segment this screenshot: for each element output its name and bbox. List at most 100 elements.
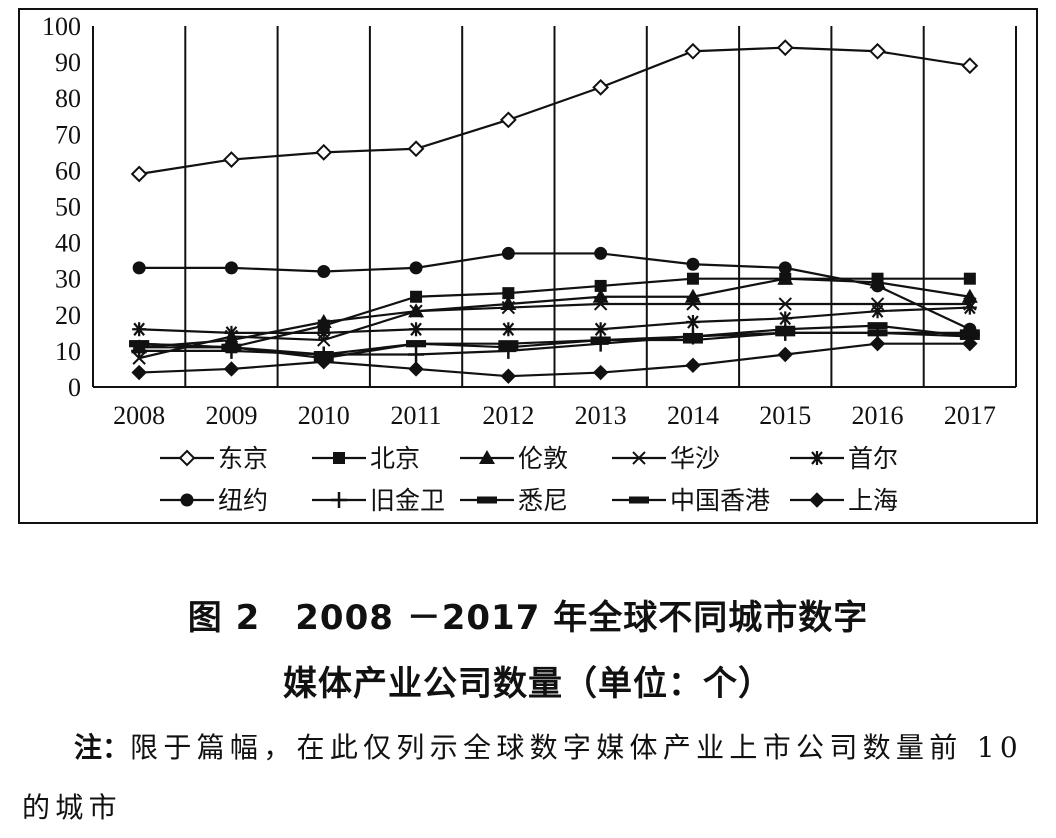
data-point [684, 42, 702, 60]
data-point [501, 300, 516, 315]
line-chart: 0 10 20 30 40 50 60 70 80 90 100 2008 2009 2010 2011 20… [42, 12, 1017, 515]
series-5 [132, 300, 977, 340]
legend-item: 华沙 [612, 444, 720, 473]
legend-label: 东京 [218, 444, 268, 473]
data-point [409, 304, 423, 318]
data-point [867, 322, 888, 330]
y-tick-label: 40 [55, 229, 81, 258]
note-label: 注： [74, 731, 131, 764]
y-tick-label: 50 [55, 193, 81, 222]
data-point [224, 325, 239, 340]
data-point [685, 315, 700, 330]
legend-label: 上海 [848, 486, 898, 515]
legend-marker [629, 496, 649, 504]
series-line [138, 302, 970, 360]
data-point [593, 297, 608, 311]
data-point [406, 340, 427, 348]
legend-marker [479, 450, 495, 464]
series-1 [130, 39, 979, 183]
data-point [129, 340, 150, 348]
data-point [959, 329, 980, 337]
y-tick-label: 70 [55, 120, 81, 149]
figure-caption-line-2: 媒体产业公司数量（单位：个） [283, 664, 773, 704]
data-point [316, 354, 332, 370]
legend-marker [477, 496, 497, 504]
data-point [686, 257, 700, 271]
x-tick-label: 2010 [298, 401, 350, 430]
data-point [867, 329, 888, 337]
legend-label: 北京 [370, 444, 420, 473]
y-tick-label: 80 [55, 84, 81, 113]
data-point [407, 140, 425, 158]
data-point [408, 346, 425, 363]
legend-label: 伦敦 [518, 444, 568, 473]
data-point [409, 322, 424, 337]
legend-marker [331, 492, 347, 508]
x-tick-label: 2015 [759, 401, 811, 430]
legend-marker [632, 451, 646, 465]
legend-label: 华沙 [670, 444, 720, 473]
data-point [686, 272, 699, 285]
data-point [221, 343, 242, 351]
data-point [130, 165, 148, 183]
series-line [138, 46, 971, 176]
x-tick-label: 2012 [482, 401, 534, 430]
legend-marker [178, 449, 196, 467]
series-line [139, 306, 970, 334]
data-point [869, 335, 886, 352]
data-point [315, 143, 333, 161]
y-tick-label: 20 [55, 301, 81, 330]
legend-marker [809, 492, 825, 508]
data-point [777, 346, 793, 363]
data-point [499, 111, 517, 129]
data-point [316, 325, 331, 340]
data-point [962, 300, 977, 315]
series-line [139, 342, 970, 378]
x-tick-label: 2017 [944, 401, 996, 430]
data-point [961, 57, 979, 75]
data-point [777, 270, 794, 285]
figure-caption-line-1: 图 2 2008 －2017 年全球不同城市数字 [187, 598, 869, 638]
data-point [224, 261, 238, 275]
legend-label: 中国香港 [670, 486, 770, 515]
data-point [869, 42, 886, 60]
series-6 [132, 246, 977, 336]
x-tick-label: 2011 [391, 401, 442, 430]
legend-item: 纽约 [160, 486, 268, 515]
y-tick-label: 30 [55, 265, 81, 294]
series-line [139, 277, 971, 349]
data-point [778, 297, 792, 311]
data-point [593, 322, 608, 337]
series-layer [129, 39, 980, 384]
data-point [408, 361, 424, 377]
legend-marker [180, 493, 194, 507]
legend-item: 悉尼 [460, 486, 568, 515]
data-point [501, 322, 516, 337]
data-point [132, 322, 147, 337]
legend-item: 旧金卫 [312, 486, 445, 515]
legend-marker [333, 452, 345, 464]
data-point [685, 357, 701, 374]
x-tick-label: 2008 [113, 401, 165, 430]
y-tick-label: 10 [55, 337, 81, 366]
data-point [778, 311, 793, 326]
y-tick-label: 60 [55, 156, 81, 185]
data-point [682, 332, 703, 340]
legend-label: 首尔 [848, 444, 898, 473]
figure-note: 注：限于篇幅，在此仅列示全球数字媒体产业上市公司数量前 10 的城市 [22, 718, 1042, 838]
data-point [686, 297, 700, 311]
data-point [870, 304, 885, 319]
legend-label: 悉尼 [518, 486, 568, 515]
y-tick-label: 0 [68, 373, 81, 402]
axes: 0 10 20 30 40 50 60 70 80 90 100 2008 2009 2010 2011 20… [42, 12, 1017, 430]
legend-item: 北京 [312, 444, 420, 473]
data-point [498, 343, 519, 351]
data-point [131, 364, 147, 381]
vertical-gridlines [184, 26, 925, 387]
data-point [409, 261, 423, 275]
legend-item: 中国香港 [612, 486, 770, 515]
data-point [962, 335, 978, 352]
data-point [592, 364, 609, 381]
data-point [871, 279, 885, 293]
